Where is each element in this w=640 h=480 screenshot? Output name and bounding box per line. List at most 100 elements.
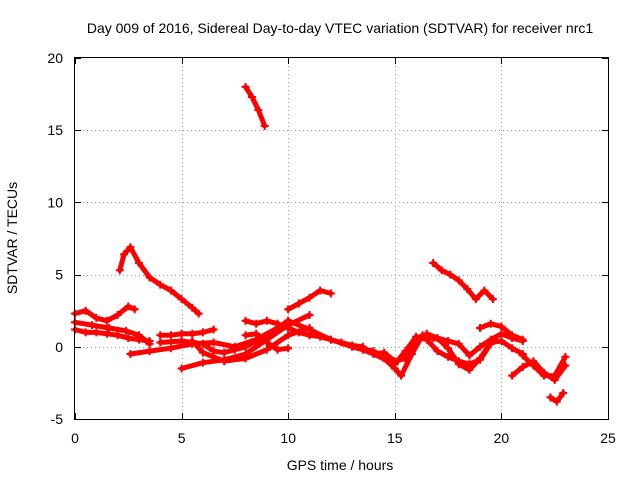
data-point <box>529 361 538 370</box>
data-point <box>198 339 207 348</box>
data-point <box>561 352 570 361</box>
y-tick-label: 15 <box>47 122 63 138</box>
data-point <box>88 321 97 330</box>
data-point <box>241 82 250 91</box>
data-point <box>252 337 261 346</box>
data-point <box>284 324 293 333</box>
data-point <box>486 319 495 328</box>
data-point <box>198 348 207 357</box>
data-point <box>124 302 133 311</box>
data-point <box>241 354 250 363</box>
data-point <box>254 105 263 114</box>
data-point <box>122 326 131 335</box>
data-point <box>497 322 506 331</box>
data-point <box>241 331 250 340</box>
series-line-s20 <box>509 358 568 383</box>
data-point <box>486 338 495 347</box>
data-point <box>550 371 559 380</box>
data-point <box>465 351 474 360</box>
data-point <box>102 329 111 338</box>
data-point <box>113 311 122 320</box>
data-point <box>220 348 229 357</box>
x-tick-label: 25 <box>600 430 616 446</box>
data-point <box>476 342 485 351</box>
data-point <box>92 313 101 322</box>
chart-title: Day 009 of 2016, Sidereal Day-to-day VTE… <box>87 20 593 36</box>
data-point <box>145 337 154 346</box>
data-point <box>166 344 175 353</box>
data-point <box>262 345 271 354</box>
y-axis-label: SDTVAR / TECUs <box>4 182 20 294</box>
x-tick-label: 0 <box>71 430 79 446</box>
data-point <box>198 328 207 337</box>
data-point <box>194 309 203 318</box>
data-point <box>546 393 555 402</box>
data-point <box>454 276 463 285</box>
data-point <box>115 266 124 275</box>
data-point <box>156 280 165 289</box>
data-point <box>305 293 314 302</box>
data-point <box>188 303 197 312</box>
data-point <box>177 295 186 304</box>
data-point <box>209 347 218 356</box>
data-point <box>126 350 135 359</box>
data-point <box>480 286 489 295</box>
data-point <box>294 328 303 337</box>
data-point <box>252 319 261 328</box>
data-point <box>156 338 165 347</box>
data-point <box>401 354 410 363</box>
data-point <box>166 331 175 340</box>
data-point <box>397 371 406 380</box>
x-tick-label: 10 <box>280 430 296 446</box>
data-point <box>177 364 186 373</box>
data-point <box>540 371 549 380</box>
data-point <box>326 335 335 344</box>
data-point <box>188 329 197 338</box>
data-point <box>305 311 314 320</box>
x-axis-label: GPS time / hours <box>287 457 394 473</box>
data-point <box>130 305 139 314</box>
data-point <box>273 345 282 354</box>
data-point <box>401 347 410 356</box>
data-point <box>454 360 463 369</box>
data-point <box>260 121 269 130</box>
data-point <box>444 352 453 361</box>
data-point <box>369 350 378 359</box>
data-point <box>412 332 421 341</box>
data-point <box>230 345 239 354</box>
data-point <box>326 289 335 298</box>
ticks: 0 5 10 15 20 25 -5 0 5 10 15 20 <box>47 50 616 446</box>
x-tick-label: 15 <box>387 430 403 446</box>
x-tick-label: 5 <box>178 430 186 446</box>
data-point <box>209 325 218 334</box>
data-point <box>102 316 111 325</box>
data-point <box>134 335 143 344</box>
data-point <box>209 338 218 347</box>
data-point <box>81 306 90 315</box>
data-point <box>284 316 293 325</box>
data-point <box>508 331 517 340</box>
data-point <box>177 337 186 346</box>
data-point <box>476 354 485 363</box>
data-point <box>284 344 293 353</box>
data-point <box>177 329 186 338</box>
plot-frame <box>74 57 609 420</box>
data-point <box>145 347 154 356</box>
data-point <box>105 324 114 333</box>
data-point <box>497 329 506 338</box>
data-point <box>284 331 293 340</box>
y-tick-label: 0 <box>55 339 63 355</box>
data-point <box>113 331 122 340</box>
data-point <box>262 338 271 347</box>
data-point <box>241 316 250 325</box>
data-point <box>559 389 568 398</box>
data-point <box>380 348 389 357</box>
data-point <box>433 347 442 356</box>
data-point <box>166 286 175 295</box>
data-point <box>220 357 229 366</box>
data-point <box>126 243 135 252</box>
data-point <box>518 335 527 344</box>
data-point <box>241 342 250 351</box>
